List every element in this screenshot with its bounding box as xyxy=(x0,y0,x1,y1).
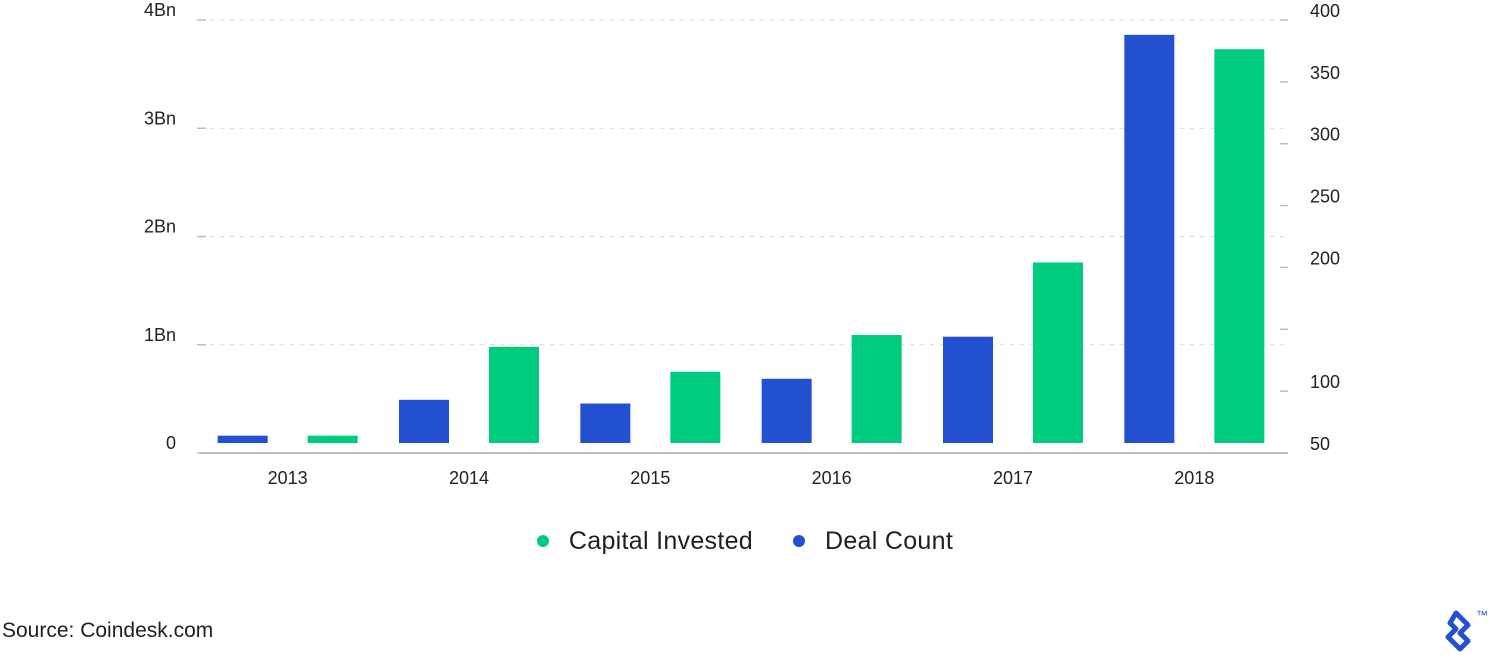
source-note: Source: Coindesk.com xyxy=(2,619,214,642)
bar-chart: 0 1Bn 2Bn 3Bn 4Bn 50 100 200 250 300 350 400 2013 201… xyxy=(144,0,1340,488)
bar-deal-count-2013 xyxy=(217,435,268,443)
right-axis-label-4: 250 xyxy=(1310,187,1340,207)
left-axis-label-2: 2Bn xyxy=(144,217,176,237)
legend-label-capital-invested: Capital Invested xyxy=(568,526,753,555)
bar-capital-invested-2018 xyxy=(1214,49,1265,443)
x-axis-label-2018: 2018 xyxy=(1174,468,1214,488)
x-axis-label-2014: 2014 xyxy=(449,468,489,488)
legend-item-deal-count: Deal Count xyxy=(793,527,953,556)
right-axis-label-5: 300 xyxy=(1310,125,1340,145)
bar-capital-invested-2013 xyxy=(307,435,358,443)
bar-deal-count-2016 xyxy=(761,378,812,443)
bar-deal-count-2015 xyxy=(580,403,631,443)
left-axis-label-0: 0 xyxy=(166,433,176,453)
x-axis-label-2016: 2016 xyxy=(812,468,852,488)
bar-capital-invested-2016 xyxy=(851,335,902,443)
toptal-logo-icon: ™ xyxy=(1445,608,1488,652)
right-axis-label-1: 100 xyxy=(1310,372,1340,392)
left-axis-label-4: 4Bn xyxy=(144,0,176,20)
legend-label-deal-count: Deal Count xyxy=(825,526,954,555)
right-axis-label-0: 50 xyxy=(1310,434,1330,454)
trademark-symbol: ™ xyxy=(1476,608,1488,622)
legend-item-capital-invested: Capital Invested xyxy=(536,526,753,556)
left-axis-label-1: 1Bn xyxy=(144,325,176,345)
x-axis-label-2015: 2015 xyxy=(630,468,670,488)
x-axis-label-2013: 2013 xyxy=(268,468,308,488)
bar-deal-count-2014 xyxy=(399,399,449,443)
logo-mark xyxy=(1445,610,1471,652)
legend-swatch-deal-count xyxy=(793,535,805,547)
bar-deal-count-2018 xyxy=(1124,34,1175,444)
x-axis-label-2017: 2017 xyxy=(993,468,1033,488)
right-axis-label-6: 350 xyxy=(1310,63,1340,83)
bar-capital-invested-2017 xyxy=(1033,262,1083,443)
right-axis-label-7: 400 xyxy=(1310,1,1340,21)
bar-capital-invested-2015 xyxy=(670,371,721,443)
left-axis-label-3: 3Bn xyxy=(144,108,176,128)
bar-deal-count-2017 xyxy=(943,336,993,443)
right-axis-label-3: 200 xyxy=(1310,248,1340,268)
legend-swatch-capital-invested xyxy=(536,535,549,547)
bar-capital-invested-2014 xyxy=(489,346,539,443)
legend: Capital Invested Deal Count xyxy=(0,521,1490,561)
